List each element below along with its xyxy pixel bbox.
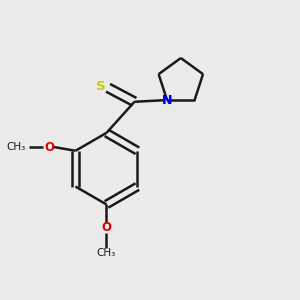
Text: CH₃: CH₃	[97, 248, 116, 258]
Text: O: O	[101, 221, 112, 234]
Text: N: N	[162, 94, 172, 107]
Text: S: S	[96, 80, 106, 93]
Text: CH₃: CH₃	[7, 142, 26, 152]
Text: N: N	[162, 94, 172, 107]
Text: O: O	[44, 140, 54, 154]
